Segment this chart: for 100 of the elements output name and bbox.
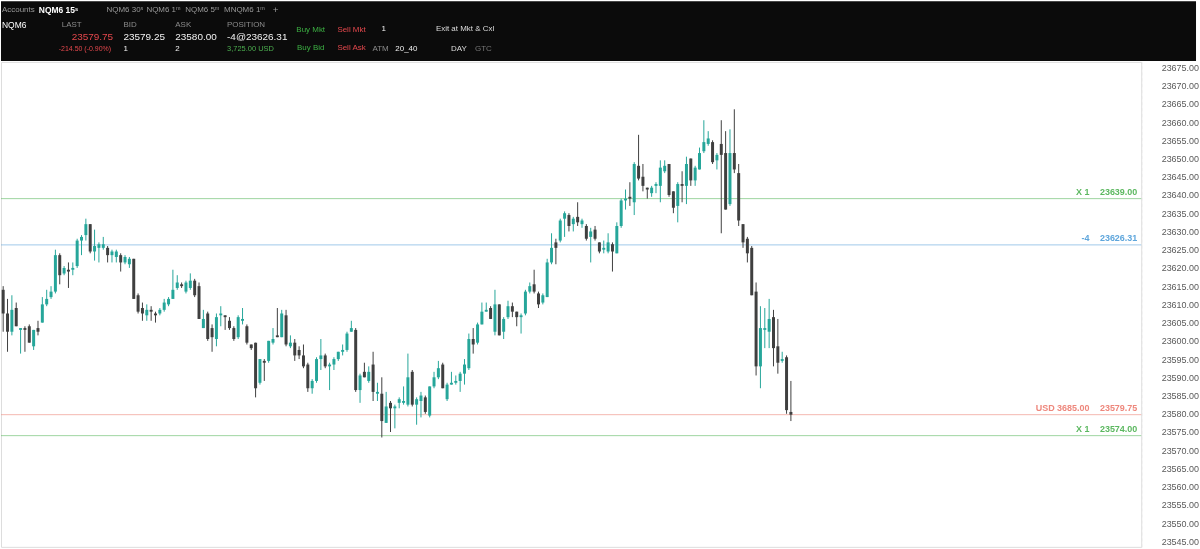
annotation: X 1 xyxy=(1076,186,1090,197)
candlestick xyxy=(97,241,101,263)
candlestick xyxy=(315,356,319,384)
candlestick xyxy=(654,181,658,194)
text: NQM6 1ᵐ xyxy=(146,5,181,15)
annotation: X 1 xyxy=(1076,423,1090,434)
annotation: USD 3685.00 xyxy=(1035,402,1090,413)
candlestick xyxy=(171,269,175,300)
candlestick xyxy=(567,212,571,232)
text: LAST xyxy=(61,20,82,30)
candlestick xyxy=(676,181,680,223)
candlestick xyxy=(715,152,719,170)
candlestick xyxy=(214,312,218,347)
candlestick xyxy=(389,400,392,433)
candlestick xyxy=(471,327,475,355)
text: GTC xyxy=(475,43,493,53)
y-tick-label: 23625.00 xyxy=(1161,245,1200,256)
candlestick xyxy=(532,269,536,294)
ref-line-label: 23579.75 xyxy=(1099,402,1138,413)
candlestick xyxy=(1,285,5,333)
candlestick xyxy=(40,296,44,324)
text: Sell Ask xyxy=(337,42,366,52)
y-tick-label: 23570.00 xyxy=(1161,445,1200,456)
candlestick xyxy=(458,371,462,393)
text: Exit at Mkt & Cxl xyxy=(435,24,495,34)
text: NQM6 15ˢ xyxy=(38,5,79,16)
candlestick xyxy=(66,261,70,289)
y-tick-label: 23640.00 xyxy=(1161,190,1200,201)
text: Buy Bid xyxy=(296,42,325,52)
candlestick xyxy=(741,223,745,249)
candlestick xyxy=(297,345,301,360)
y-tick-label: 23565.00 xyxy=(1161,463,1200,474)
text: -4@23626.31 xyxy=(227,30,288,42)
y-tick-label: 23560.00 xyxy=(1161,482,1200,493)
annotation: -4 xyxy=(1081,232,1090,243)
candlestick xyxy=(332,356,336,371)
y-tick-label: 23585.00 xyxy=(1161,391,1200,402)
candlestick xyxy=(776,318,780,375)
candlestick xyxy=(684,156,688,205)
candlestick xyxy=(519,312,523,335)
text: 23579.25 xyxy=(123,30,166,42)
candlestick xyxy=(436,360,440,380)
y-tick-label: 23635.00 xyxy=(1161,208,1200,219)
candlestick xyxy=(419,391,423,418)
text: Sell Mkt xyxy=(337,25,367,35)
y-tick-label: 23595.00 xyxy=(1161,354,1200,365)
candlestick xyxy=(80,234,83,256)
candlestick xyxy=(589,227,593,263)
y-tick-label: 23575.00 xyxy=(1161,427,1200,438)
candlestick xyxy=(523,289,527,316)
ref-line-label: 23626.31 xyxy=(1099,232,1138,243)
candlestick xyxy=(319,338,323,371)
candlestick xyxy=(119,252,123,273)
text: 1 xyxy=(381,24,387,34)
text: 20_40 xyxy=(395,43,419,53)
candlestick xyxy=(502,316,506,340)
text: Buy Mkt xyxy=(296,25,326,35)
text: NQM6 5ᵐ xyxy=(185,5,220,15)
candlestick xyxy=(293,338,297,362)
candlestick xyxy=(280,309,284,338)
y-tick-label: 23675.00 xyxy=(1161,62,1200,73)
text: POSITION xyxy=(227,20,266,30)
candlestick xyxy=(732,108,736,174)
candlestick xyxy=(702,119,706,154)
candlestick xyxy=(719,119,723,234)
candlestick xyxy=(345,331,349,353)
candlestick xyxy=(550,232,554,265)
candlestick xyxy=(445,382,449,402)
candlestick xyxy=(610,241,614,273)
candlestick xyxy=(93,229,97,262)
candlestick xyxy=(641,163,645,192)
candlestick xyxy=(27,323,31,344)
candlestick xyxy=(262,358,266,382)
candlestick xyxy=(275,307,279,338)
candlestick xyxy=(223,314,227,331)
candlestick xyxy=(576,201,580,227)
ref-line-label: 23574.00 xyxy=(1099,423,1138,434)
y-tick-label: 23555.00 xyxy=(1161,500,1200,511)
candlestick xyxy=(384,391,388,424)
text: 1 xyxy=(123,43,129,53)
candlestick xyxy=(236,314,240,340)
candlestick xyxy=(658,159,662,203)
text: + xyxy=(272,4,279,16)
text: NQM6 30ˢ xyxy=(106,5,144,15)
candlestick xyxy=(415,396,419,426)
candlestick xyxy=(558,218,562,243)
y-tick-label: 23660.00 xyxy=(1161,117,1200,128)
candlestick xyxy=(375,382,379,402)
text: MNQM6 1ᵐ xyxy=(224,5,266,15)
candlestick xyxy=(767,298,771,349)
y-tick-label: 23605.00 xyxy=(1161,318,1200,329)
candlestick xyxy=(441,362,445,389)
candlestick xyxy=(563,210,567,238)
y-tick-label: 23655.00 xyxy=(1161,135,1200,146)
text: ASK xyxy=(175,20,192,30)
candlestick xyxy=(193,278,197,298)
candlestick xyxy=(136,292,140,314)
candlestick xyxy=(258,358,262,386)
candlestick xyxy=(476,322,480,345)
text: NQM6 xyxy=(1,20,27,31)
